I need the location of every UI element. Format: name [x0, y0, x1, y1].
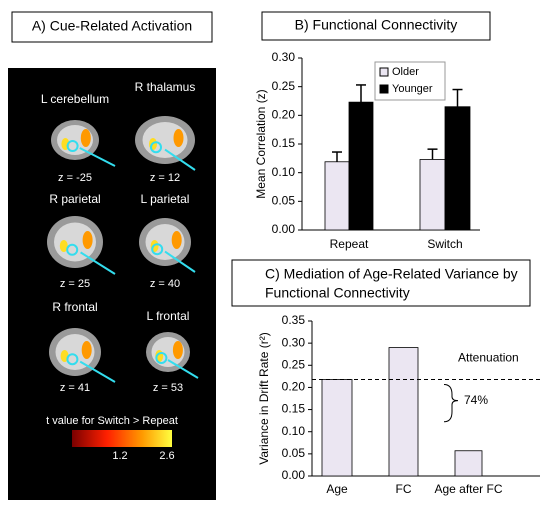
y-axis-label: Variance in Drift Rate (r²): [257, 332, 271, 464]
arrow: [164, 250, 196, 273]
image-label: R parietal: [49, 192, 100, 206]
title-box: [231, 259, 531, 307]
y-tick-label: 0.00: [272, 222, 296, 236]
activation: [59, 240, 68, 252]
legend-label: Older: [392, 66, 419, 78]
bar: [321, 379, 353, 477]
slice-z: z = 25: [60, 278, 90, 290]
x-tick-label: Age after FC: [434, 482, 502, 496]
y-tick-label: 0.30: [272, 50, 296, 64]
arrow: [164, 148, 196, 171]
activation: [173, 129, 184, 147]
activation: [171, 231, 182, 249]
image-label: R thalamus: [135, 80, 196, 94]
annotation: 74%: [464, 393, 488, 407]
y-tick-label: 0.00: [282, 468, 306, 482]
legend-swatch: [379, 84, 389, 94]
roi-circle: [66, 140, 79, 152]
arrow: [167, 359, 199, 379]
error-bar: [452, 88, 463, 107]
image-label: L parietal: [141, 192, 190, 206]
arrow: [79, 147, 116, 167]
chart-title: Functional Connectivity: [265, 285, 410, 301]
slice-z: z = 12: [150, 172, 180, 184]
y-tick-label: 0.25: [282, 357, 306, 371]
slice-z: z = 41: [60, 382, 90, 394]
y-tick-label: 0.15: [282, 402, 306, 416]
legend-label: Younger: [392, 83, 433, 95]
slice-z: z = 53: [153, 382, 183, 394]
y-tick-label: 0.30: [282, 335, 306, 349]
colorbar-label: t value for Switch > Repeat: [46, 415, 178, 427]
activation: [82, 231, 93, 249]
roi-circle: [150, 141, 162, 154]
y-tick-label: 0.20: [282, 380, 306, 394]
title-box: [261, 11, 491, 41]
panel-a-title: A) Cue-Related Activation: [32, 18, 192, 34]
x-tick-label: Age: [326, 482, 348, 496]
brace: [443, 383, 459, 423]
roi-circle: [66, 353, 79, 366]
y-tick-label: 0.10: [272, 165, 296, 179]
x-tick-label: Switch: [427, 237, 462, 251]
activation: [81, 341, 92, 359]
activation: [172, 341, 183, 359]
legend-swatch: [379, 67, 389, 77]
y-tick-label: 0.05: [272, 194, 296, 208]
y-tick-label: 0.10: [282, 424, 306, 438]
bar: [348, 101, 374, 231]
annotation: Attenuation: [458, 351, 519, 365]
roi-circle: [151, 243, 164, 256]
y-axis-label: Mean Correlation (z): [254, 89, 268, 198]
y-tick-label: 0.15: [272, 136, 296, 150]
y-tick-label: 0.35: [282, 313, 306, 327]
activation: [80, 129, 91, 147]
error-bar: [356, 84, 366, 103]
image-label: R frontal: [52, 300, 97, 314]
bar: [444, 106, 471, 231]
image-label: L frontal: [147, 309, 190, 323]
bar: [324, 161, 350, 231]
roi-circle: [155, 352, 168, 364]
title-box: [11, 11, 213, 43]
y-tick-label: 0.05: [282, 446, 306, 460]
colorbar-tick: 2.6: [159, 450, 174, 462]
arrow: [79, 360, 116, 383]
x-tick-label: FC: [396, 482, 412, 496]
y-tick-label: 0.25: [272, 79, 296, 93]
bar: [419, 159, 446, 231]
error-bar: [332, 151, 342, 162]
bar: [388, 347, 419, 477]
roi-circle: [66, 243, 79, 256]
image-label: L cerebellum: [41, 92, 109, 106]
slice-z: z = -25: [58, 172, 92, 184]
colorbar: [72, 430, 172, 447]
colorbar-tick: 1.2: [112, 450, 127, 462]
bar: [454, 450, 483, 477]
slice-z: z = 40: [150, 278, 180, 290]
arrow: [80, 251, 116, 275]
error-bar: [427, 148, 438, 160]
x-tick-label: Repeat: [330, 237, 369, 251]
y-tick-label: 0.20: [272, 108, 296, 122]
chart-title: C) Mediation of Age-Related Variance by: [265, 266, 518, 282]
chart-title: B) Functional Connectivity: [295, 17, 458, 33]
